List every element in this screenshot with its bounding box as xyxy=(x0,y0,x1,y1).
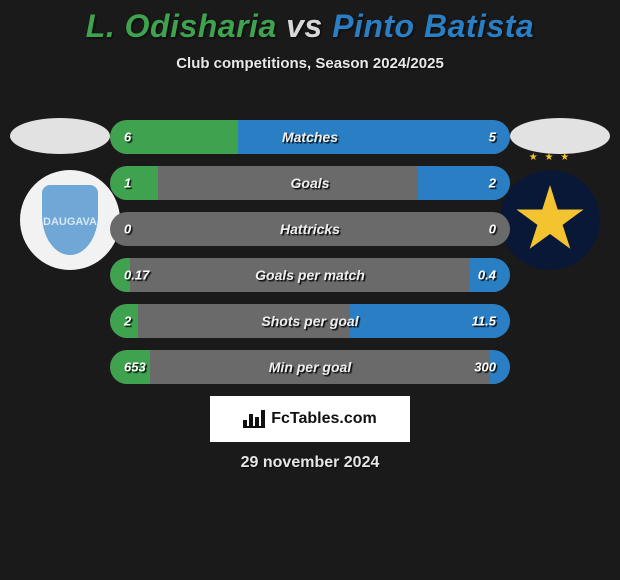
stat-value-left: 0 xyxy=(124,222,131,237)
subtitle: Club competitions, Season 2024/2025 xyxy=(0,55,620,72)
stat-value-right: 11.5 xyxy=(472,314,496,329)
stat-fill-left xyxy=(110,166,158,200)
brand-text: FcTables.com xyxy=(271,410,377,428)
stat-row: 2 11.5 Shots per goal xyxy=(110,304,510,338)
stat-value-left: 2 xyxy=(124,314,131,329)
player1-name: L. Odisharia xyxy=(86,8,277,44)
player2-club-badge: ★ ★ ★ xyxy=(500,170,600,270)
stat-label: Goals xyxy=(291,175,330,191)
stat-value-right: 2 xyxy=(489,176,496,191)
chart-icon xyxy=(243,410,265,428)
stat-row: 0.17 0.4 Goals per match xyxy=(110,258,510,292)
stat-value-left: 653 xyxy=(124,360,146,375)
stat-label: Hattricks xyxy=(280,221,340,237)
stat-bars: 6 5 Matches 1 2 Goals 0 0 Hattricks 0.17 0.4 Goals … xyxy=(110,120,510,396)
club-stars-icon: ★ ★ ★ xyxy=(529,152,571,163)
stat-value-right: 5 xyxy=(489,130,496,145)
club-left-label: DAUGAVA xyxy=(43,216,97,228)
vs-label: vs xyxy=(286,8,323,44)
date-label: 29 november 2024 xyxy=(0,454,620,472)
player1-photo-placeholder xyxy=(10,118,110,154)
stat-fill-right xyxy=(418,166,510,200)
stat-value-right: 0.4 xyxy=(478,268,496,283)
stat-label: Matches xyxy=(282,129,338,145)
brand-watermark: FcTables.com xyxy=(210,396,410,442)
player2-photo-placeholder xyxy=(510,118,610,154)
stat-label: Shots per goal xyxy=(261,313,358,329)
stat-value-right: 300 xyxy=(474,360,496,375)
stat-row: 1 2 Goals xyxy=(110,166,510,200)
stat-row: 6 5 Matches xyxy=(110,120,510,154)
stat-value-left: 0.17 xyxy=(124,268,149,283)
player2-name: Pinto Batista xyxy=(332,8,534,44)
stat-row: 653 300 Min per goal xyxy=(110,350,510,384)
stat-row: 0 0 Hattricks xyxy=(110,212,510,246)
stat-value-right: 0 xyxy=(489,222,496,237)
club-star-icon xyxy=(515,185,585,255)
comparison-title: L. Odisharia vs Pinto Batista xyxy=(0,0,620,45)
stat-label: Min per goal xyxy=(269,359,351,375)
player1-club-badge: DAUGAVA xyxy=(20,170,120,270)
stat-value-left: 1 xyxy=(124,176,131,191)
stat-label: Goals per match xyxy=(255,267,365,283)
club-shield-icon: DAUGAVA xyxy=(42,185,98,255)
stat-fill-right xyxy=(238,120,510,154)
stat-value-left: 6 xyxy=(124,130,131,145)
